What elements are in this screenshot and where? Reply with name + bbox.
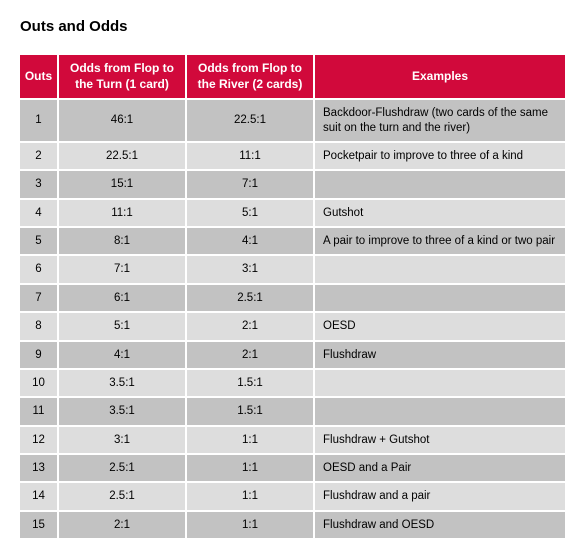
cell-outs: 5 — [20, 227, 58, 255]
cell-example: Pocketpair to improve to three of a kind — [314, 142, 565, 170]
cell-outs: 12 — [20, 426, 58, 454]
table-row: 123:11:1Flushdraw + Gutshot — [20, 426, 565, 454]
cell-outs: 3 — [20, 170, 58, 198]
cell-turn: 5:1 — [58, 312, 186, 340]
cell-river: 1:1 — [186, 482, 314, 510]
cell-turn: 11:1 — [58, 199, 186, 227]
cell-turn: 6:1 — [58, 284, 186, 312]
cell-river: 11:1 — [186, 142, 314, 170]
cell-river: 2.5:1 — [186, 284, 314, 312]
cell-example — [314, 369, 565, 397]
col-header-outs: Outs — [20, 55, 58, 99]
cell-turn: 22.5:1 — [58, 142, 186, 170]
cell-turn: 15:1 — [58, 170, 186, 198]
cell-example: Flushdraw + Gutshot — [314, 426, 565, 454]
cell-turn: 8:1 — [58, 227, 186, 255]
table-row: 103.5:11.5:1 — [20, 369, 565, 397]
table-row: 152:11:1Flushdraw and OESD — [20, 511, 565, 538]
table-row: 58:14:1A pair to improve to three of a k… — [20, 227, 565, 255]
table-row: 142.5:11:1Flushdraw and a pair — [20, 482, 565, 510]
cell-turn: 3.5:1 — [58, 369, 186, 397]
cell-outs: 14 — [20, 482, 58, 510]
cell-turn: 3.5:1 — [58, 397, 186, 425]
table-row: 222.5:111:1Pocketpair to improve to thre… — [20, 142, 565, 170]
table-row: 132.5:11:1OESD and a Pair — [20, 454, 565, 482]
cell-example — [314, 397, 565, 425]
cell-example: Flushdraw — [314, 341, 565, 369]
cell-outs: 7 — [20, 284, 58, 312]
table-row: 411:15:1Gutshot — [20, 199, 565, 227]
cell-example: Flushdraw and a pair — [314, 482, 565, 510]
cell-river: 5:1 — [186, 199, 314, 227]
cell-example — [314, 284, 565, 312]
cell-outs: 1 — [20, 99, 58, 142]
cell-river: 2:1 — [186, 312, 314, 340]
page-title: Outs and Odds — [20, 18, 565, 35]
cell-outs: 9 — [20, 341, 58, 369]
cell-example: Backdoor-Flushdraw (two cards of the sam… — [314, 99, 565, 142]
cell-river: 22.5:1 — [186, 99, 314, 142]
cell-example: A pair to improve to three of a kind or … — [314, 227, 565, 255]
cell-outs: 8 — [20, 312, 58, 340]
cell-outs: 6 — [20, 255, 58, 283]
cell-river: 1:1 — [186, 511, 314, 538]
cell-turn: 2.5:1 — [58, 482, 186, 510]
cell-example: Gutshot — [314, 199, 565, 227]
cell-river: 1:1 — [186, 454, 314, 482]
cell-river: 1:1 — [186, 426, 314, 454]
cell-outs: 13 — [20, 454, 58, 482]
cell-outs: 2 — [20, 142, 58, 170]
cell-turn: 4:1 — [58, 341, 186, 369]
cell-turn: 7:1 — [58, 255, 186, 283]
cell-example: Flushdraw and OESD — [314, 511, 565, 538]
cell-turn: 2:1 — [58, 511, 186, 538]
table-header-row: Outs Odds from Flop to the Turn (1 card)… — [20, 55, 565, 99]
cell-river: 3:1 — [186, 255, 314, 283]
col-header-river: Odds from Flop to the River (2 cards) — [186, 55, 314, 99]
col-header-examples: Examples — [314, 55, 565, 99]
cell-river: 1.5:1 — [186, 369, 314, 397]
table-body: 146:122.5:1Backdoor-Flushdraw (two cards… — [20, 99, 565, 538]
cell-example — [314, 170, 565, 198]
table-row: 67:13:1 — [20, 255, 565, 283]
table-row: 85:12:1OESD — [20, 312, 565, 340]
cell-example: OESD — [314, 312, 565, 340]
table-row: 315:17:1 — [20, 170, 565, 198]
table-row: 113.5:11.5:1 — [20, 397, 565, 425]
cell-example: OESD and a Pair — [314, 454, 565, 482]
cell-outs: 10 — [20, 369, 58, 397]
outs-odds-table: Outs Odds from Flop to the Turn (1 card)… — [20, 55, 565, 538]
cell-example — [314, 255, 565, 283]
table-row: 94:12:1Flushdraw — [20, 341, 565, 369]
col-header-turn: Odds from Flop to the Turn (1 card) — [58, 55, 186, 99]
table-row: 76:12.5:1 — [20, 284, 565, 312]
cell-river: 2:1 — [186, 341, 314, 369]
cell-outs: 4 — [20, 199, 58, 227]
cell-turn: 3:1 — [58, 426, 186, 454]
cell-turn: 2.5:1 — [58, 454, 186, 482]
cell-river: 1.5:1 — [186, 397, 314, 425]
cell-river: 4:1 — [186, 227, 314, 255]
cell-outs: 15 — [20, 511, 58, 538]
table-row: 146:122.5:1Backdoor-Flushdraw (two cards… — [20, 99, 565, 142]
cell-turn: 46:1 — [58, 99, 186, 142]
cell-river: 7:1 — [186, 170, 314, 198]
cell-outs: 11 — [20, 397, 58, 425]
